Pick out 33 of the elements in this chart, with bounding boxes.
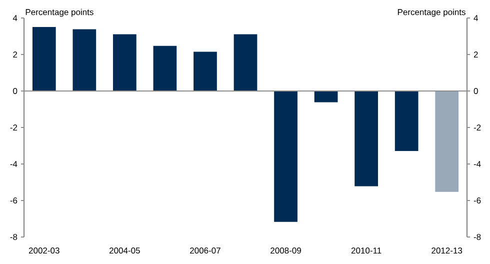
bar xyxy=(234,34,258,91)
x-tick-label: 2004-05 xyxy=(110,248,140,254)
y2-tick-label: -2 xyxy=(474,124,481,130)
x-tick-label: 2012-13 xyxy=(432,248,462,254)
x-tick-label: 2010-11 xyxy=(351,248,382,254)
y2-axis-title: Percentage points xyxy=(398,8,466,17)
y-tick-label: 2 xyxy=(13,52,18,58)
y-tick-label: -4 xyxy=(10,161,18,167)
bar xyxy=(435,90,459,192)
bar xyxy=(394,90,418,152)
bar xyxy=(113,34,136,91)
y2-tick-label: -6 xyxy=(474,197,481,204)
x-tick-label: 2002-03 xyxy=(28,248,60,254)
y2-tick-label: -4 xyxy=(474,161,481,167)
y2-tick-label: 0 xyxy=(474,88,478,94)
bar xyxy=(314,90,338,102)
y-tick-label: 4 xyxy=(12,15,18,21)
y2-tick-label: -8 xyxy=(474,234,481,240)
bar xyxy=(274,90,298,222)
y-axis-title: Percentage points xyxy=(26,8,94,17)
y2-tick-label: 4 xyxy=(474,15,478,21)
bar xyxy=(72,29,96,91)
y2-tick-label: 2 xyxy=(474,52,478,58)
y-tick-label: 0 xyxy=(13,88,18,94)
y-tick-label: -6 xyxy=(10,197,18,204)
y-tick-label: -8 xyxy=(10,234,18,240)
y-tick-label: -2 xyxy=(10,124,18,130)
bar xyxy=(153,46,177,91)
bar xyxy=(194,52,217,91)
x-tick-label: 2008-09 xyxy=(270,248,301,254)
bar xyxy=(32,26,56,91)
x-tick-label: 2006-07 xyxy=(190,248,220,254)
bar xyxy=(354,90,378,186)
